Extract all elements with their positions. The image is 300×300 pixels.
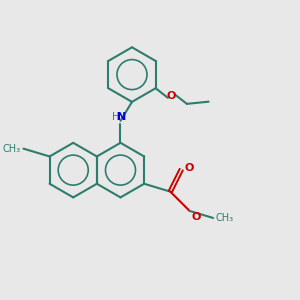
Text: CH₃: CH₃ — [2, 144, 21, 154]
Text: O: O — [184, 163, 194, 173]
Text: CH₃: CH₃ — [216, 213, 234, 223]
Text: O: O — [167, 91, 176, 101]
Text: N: N — [117, 112, 127, 122]
Text: H: H — [112, 112, 119, 122]
Text: O: O — [191, 212, 200, 222]
